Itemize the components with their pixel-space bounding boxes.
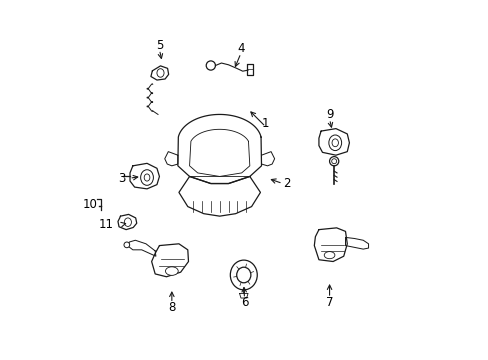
Text: 9: 9 bbox=[325, 108, 333, 121]
Polygon shape bbox=[128, 240, 156, 256]
Polygon shape bbox=[151, 66, 168, 80]
Text: 4: 4 bbox=[237, 42, 244, 55]
Text: 3: 3 bbox=[118, 172, 125, 185]
Ellipse shape bbox=[331, 159, 336, 164]
Ellipse shape bbox=[157, 69, 163, 77]
Text: 2: 2 bbox=[283, 177, 290, 190]
Ellipse shape bbox=[329, 157, 338, 166]
Ellipse shape bbox=[324, 252, 334, 259]
Polygon shape bbox=[318, 129, 349, 155]
Polygon shape bbox=[179, 176, 260, 216]
Ellipse shape bbox=[124, 218, 131, 226]
Polygon shape bbox=[130, 163, 159, 189]
Ellipse shape bbox=[328, 135, 341, 150]
Text: 7: 7 bbox=[325, 296, 333, 309]
Text: 8: 8 bbox=[168, 301, 175, 314]
Text: 6: 6 bbox=[240, 296, 248, 309]
Polygon shape bbox=[345, 238, 368, 249]
Polygon shape bbox=[261, 152, 274, 166]
Polygon shape bbox=[178, 114, 261, 184]
Ellipse shape bbox=[124, 242, 129, 248]
Polygon shape bbox=[164, 152, 178, 166]
Circle shape bbox=[206, 61, 215, 70]
Text: 5: 5 bbox=[155, 39, 163, 52]
Ellipse shape bbox=[230, 260, 257, 290]
Polygon shape bbox=[239, 293, 247, 298]
Polygon shape bbox=[118, 215, 137, 230]
Ellipse shape bbox=[144, 174, 149, 181]
Polygon shape bbox=[151, 244, 188, 277]
Text: 10: 10 bbox=[82, 198, 98, 211]
Ellipse shape bbox=[141, 170, 153, 185]
Polygon shape bbox=[189, 129, 249, 176]
Polygon shape bbox=[247, 64, 253, 75]
Polygon shape bbox=[314, 228, 346, 261]
Ellipse shape bbox=[331, 139, 338, 147]
Ellipse shape bbox=[165, 267, 178, 275]
Text: 1: 1 bbox=[262, 117, 269, 130]
Ellipse shape bbox=[236, 267, 250, 283]
Text: 11: 11 bbox=[99, 218, 114, 231]
